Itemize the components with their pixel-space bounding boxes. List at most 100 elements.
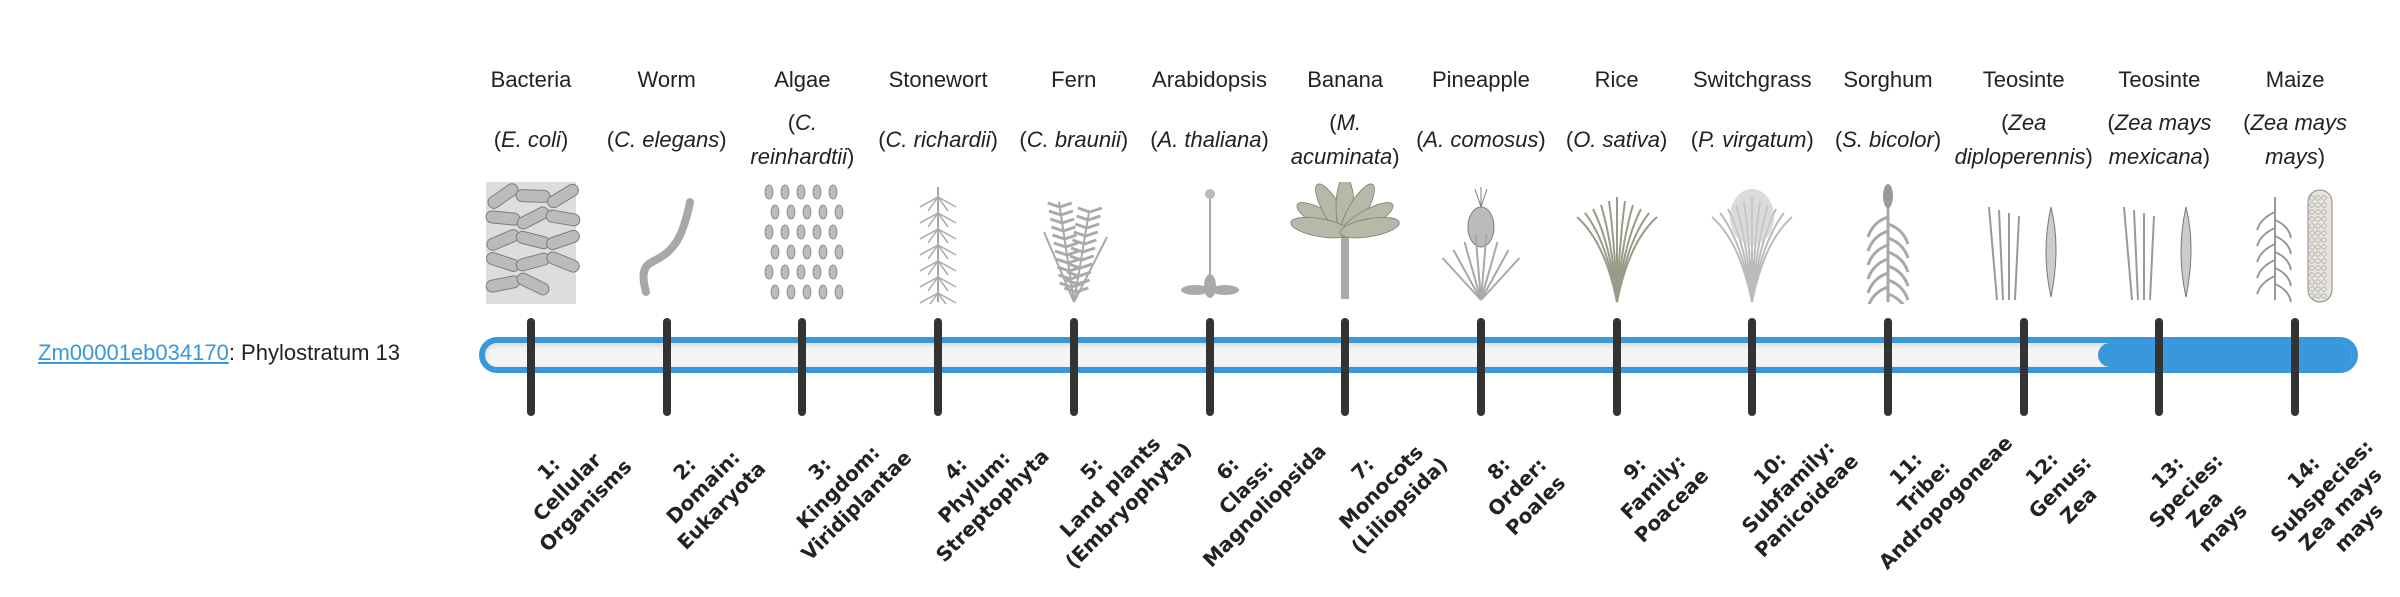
scientific-name-text: A. thaliana xyxy=(1157,127,1262,152)
organism-scientific-name: (E. coli) xyxy=(493,127,569,152)
stonewort-image xyxy=(919,187,957,304)
stratum-label: 14: Subspecies: Zea mays mays xyxy=(2234,403,2400,597)
organism-scientific-name: (M. acuminata) xyxy=(1290,110,1400,169)
stratum-tick xyxy=(527,318,535,416)
stratum-label: 10: Subfamily: Panicoideae xyxy=(1701,399,1876,574)
stratum-label: 6: Class: Magnoliopsida xyxy=(1158,399,1333,574)
stratum-tick xyxy=(2291,318,2300,416)
scientific-name-text: P. virgatum xyxy=(1698,127,1807,152)
stratum-tick xyxy=(798,318,807,416)
stratum-label: 8: Order: Poales xyxy=(1429,399,1604,574)
scientific-name-text: S. bicolor xyxy=(1842,127,1934,152)
stratum-tick xyxy=(1069,318,1078,416)
organism-name: Arabidopsis xyxy=(1152,67,1267,92)
organism-name: Teosinte xyxy=(1982,67,2065,92)
organism-name: Rice xyxy=(1594,67,1639,92)
phylostratum-text: : Phylostratum 13 xyxy=(228,340,401,365)
organism-scientific-name: (C. richardii) xyxy=(878,127,998,152)
organism-name: Bacteria xyxy=(490,67,572,92)
organism-column: Algae (C. reinhardtii) xyxy=(734,62,870,304)
organism-column: Banana (M. acuminata) xyxy=(1277,62,1413,304)
fern-image xyxy=(1042,201,1108,303)
stratum-label: 4: Phylum: Streptophyta xyxy=(886,399,1061,574)
stratum-tick xyxy=(1748,318,1757,416)
rice-image xyxy=(1575,197,1658,303)
stratum-label: 7: Monocots (Liliopsida) xyxy=(1294,399,1469,574)
organism-scientific-name: (O. sativa) xyxy=(1565,127,1668,152)
scientific-name-text: Zea mays mexicana xyxy=(2108,110,2212,169)
organism-column: Maize (Zea mays mays) xyxy=(2227,62,2363,304)
organism-scientific-name: (A. comosus) xyxy=(1416,127,1546,152)
organism-column: Pineapple (A. comosus) xyxy=(1413,62,1549,304)
stratum-tick xyxy=(1476,318,1485,416)
gene-id-link[interactable]: Zm00001eb034170 xyxy=(38,340,229,365)
organism-name: Teosinte xyxy=(2118,67,2201,92)
stratum-label: 12: Genus: Zea xyxy=(1972,399,2147,574)
phylostratum-bar xyxy=(479,337,2358,373)
organism-column: Sorghum (S. bicolor) xyxy=(1820,62,1956,304)
organism-name: Fern xyxy=(1051,67,1097,92)
stratum-tick xyxy=(1884,318,1892,416)
organism-scientific-name: (S. bicolor) xyxy=(1834,127,1942,152)
organism-scientific-name: (C. reinhardtii) xyxy=(750,110,855,169)
stratum-tick xyxy=(1205,318,1214,416)
organism-scientific-name: (P. virgatum) xyxy=(1690,127,1814,152)
worm-image xyxy=(639,198,694,296)
organism-column: Fern (C. braunii) xyxy=(1006,62,1142,304)
stratum-tick xyxy=(934,318,943,416)
teosinte-image xyxy=(1987,206,2057,301)
organism-name: Maize xyxy=(2265,67,2325,92)
organism-column: Bacteria (E. coli) xyxy=(463,62,599,304)
scientific-name-text: Zea mays mays xyxy=(2250,110,2348,169)
scientific-name-text: A. comosus xyxy=(1423,127,1539,152)
stratum-tick xyxy=(2019,318,2028,416)
stratum-tick xyxy=(1341,318,1350,416)
maize-image xyxy=(2256,189,2333,303)
stratum-label: 3: Kingdom: Viridiplantae xyxy=(751,399,926,574)
pineapple-image xyxy=(1441,187,1521,301)
scientific-name-text: O. sativa xyxy=(1573,127,1660,152)
organism-name: Switchgrass xyxy=(1693,67,1812,92)
stratum-tick xyxy=(2155,318,2164,416)
stratum-label: 9: Family: Poaceae xyxy=(1565,399,1740,574)
organism-name: Stonewort xyxy=(888,67,988,92)
organism-scientific-name: (Zea mays mays) xyxy=(2243,110,2348,169)
organism-name: Banana xyxy=(1307,67,1384,92)
sorghum-image xyxy=(1866,184,1910,304)
organism-name: Pineapple xyxy=(1431,67,1530,92)
organism-scientific-name: (C. elegans) xyxy=(606,127,727,152)
teosinte-image xyxy=(2123,206,2192,301)
gene-label: Zm00001eb034170: Phylostratum 13 xyxy=(38,338,400,368)
organism-column: Rice (O. sativa) xyxy=(1549,62,1685,304)
organism-scientific-name: (Zea diploperennis) xyxy=(1954,110,2093,169)
switchgrass-image xyxy=(1711,189,1793,303)
organism-column: Teosinte (Zea mays mexicana) xyxy=(2091,62,2227,304)
arabidopsis-image xyxy=(1180,189,1239,298)
organism-name: Sorghum xyxy=(1843,67,1933,92)
organism-column: Stonewort (C. richardii) xyxy=(870,62,1006,304)
organism-column: Worm (C. elegans) xyxy=(599,62,735,304)
stratum-label: 11: Tribe: Andropogoneae xyxy=(1836,399,2017,574)
scientific-name-text: E. coli xyxy=(501,127,561,152)
stratum-label: 1: Cellular Organisms xyxy=(479,399,654,574)
scientific-name-text: C. elegans xyxy=(614,127,720,152)
banana-image xyxy=(1290,182,1400,299)
scientific-name-text: C. braunii xyxy=(1026,127,1121,152)
scientific-name-text: C. richardii xyxy=(885,127,991,152)
phylostratum-fill xyxy=(2098,343,2352,367)
organism-column: Teosinte (Zea diploperennis) xyxy=(1954,62,2093,304)
stratum-tick xyxy=(1612,318,1621,416)
organism-column: Switchgrass (P. virgatum) xyxy=(1684,62,1820,304)
organism-name: Worm xyxy=(637,67,696,92)
organism-scientific-name: (C. braunii) xyxy=(1019,127,1129,152)
organism-scientific-name: (A. thaliana) xyxy=(1150,127,1269,152)
scientific-name-text: Zea diploperennis xyxy=(1954,110,2086,169)
organism-column: Arabidopsis (A. thaliana) xyxy=(1142,62,1278,304)
bacteria-image xyxy=(485,182,581,304)
algae-image xyxy=(764,184,844,300)
scientific-name-text: M. acuminata xyxy=(1290,110,1393,169)
organism-name: Algae xyxy=(774,67,831,92)
organism-scientific-name: (Zea mays mexicana) xyxy=(2107,110,2212,169)
stratum-label: 5: Land plants (Embryophyta) xyxy=(1022,399,1197,574)
stratum-label: 2: Domain: Eukaryota xyxy=(615,399,790,574)
